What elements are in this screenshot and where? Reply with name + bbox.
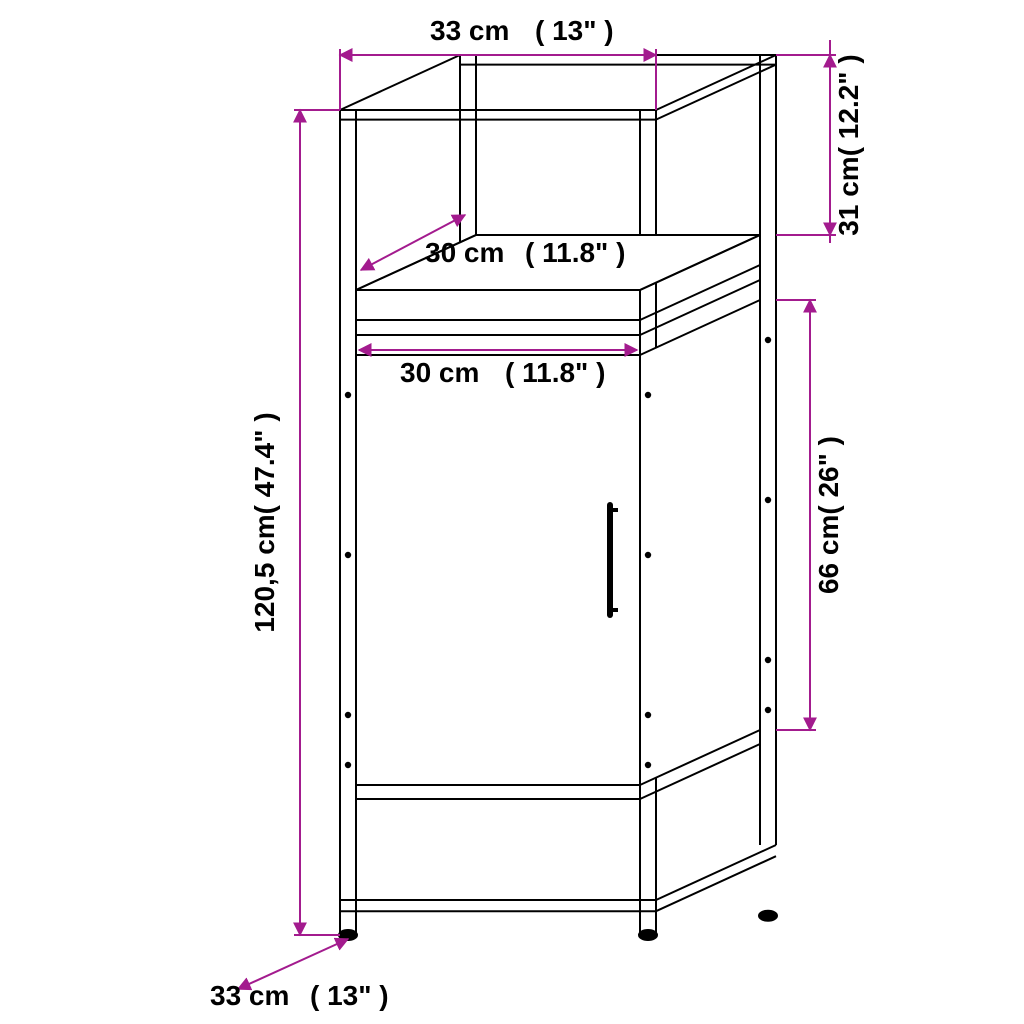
dim-base-in: ( 13" ) [310,980,389,1011]
dim-shelf-depth-in: ( 11.8" ) [525,237,625,268]
dim-base-cm: 33 cm [210,980,289,1011]
dim-shelf-width-in: ( 11.8" ) [505,357,605,388]
cabinet-outline [339,55,777,940]
dim-door-height: 66 cm( 26" ) [813,436,844,594]
dim-full-height: 120,5 cm( 47.4" ) [249,412,280,632]
dim-top-width-cm: 33 cm [430,15,509,46]
cabinet-dimension-diagram: 33 cm ( 13" ) 30 cm ( 11.8" ) 30 cm ( 11.8" )… [0,0,1024,1024]
dim-shelf-width-cm: 30 cm [400,357,479,388]
dim-top-width-in: ( 13" ) [535,15,614,46]
dim-shelf-depth-cm: 30 cm [425,237,504,268]
dim-upper-height: 31 cm( 12.2" ) [833,54,864,235]
